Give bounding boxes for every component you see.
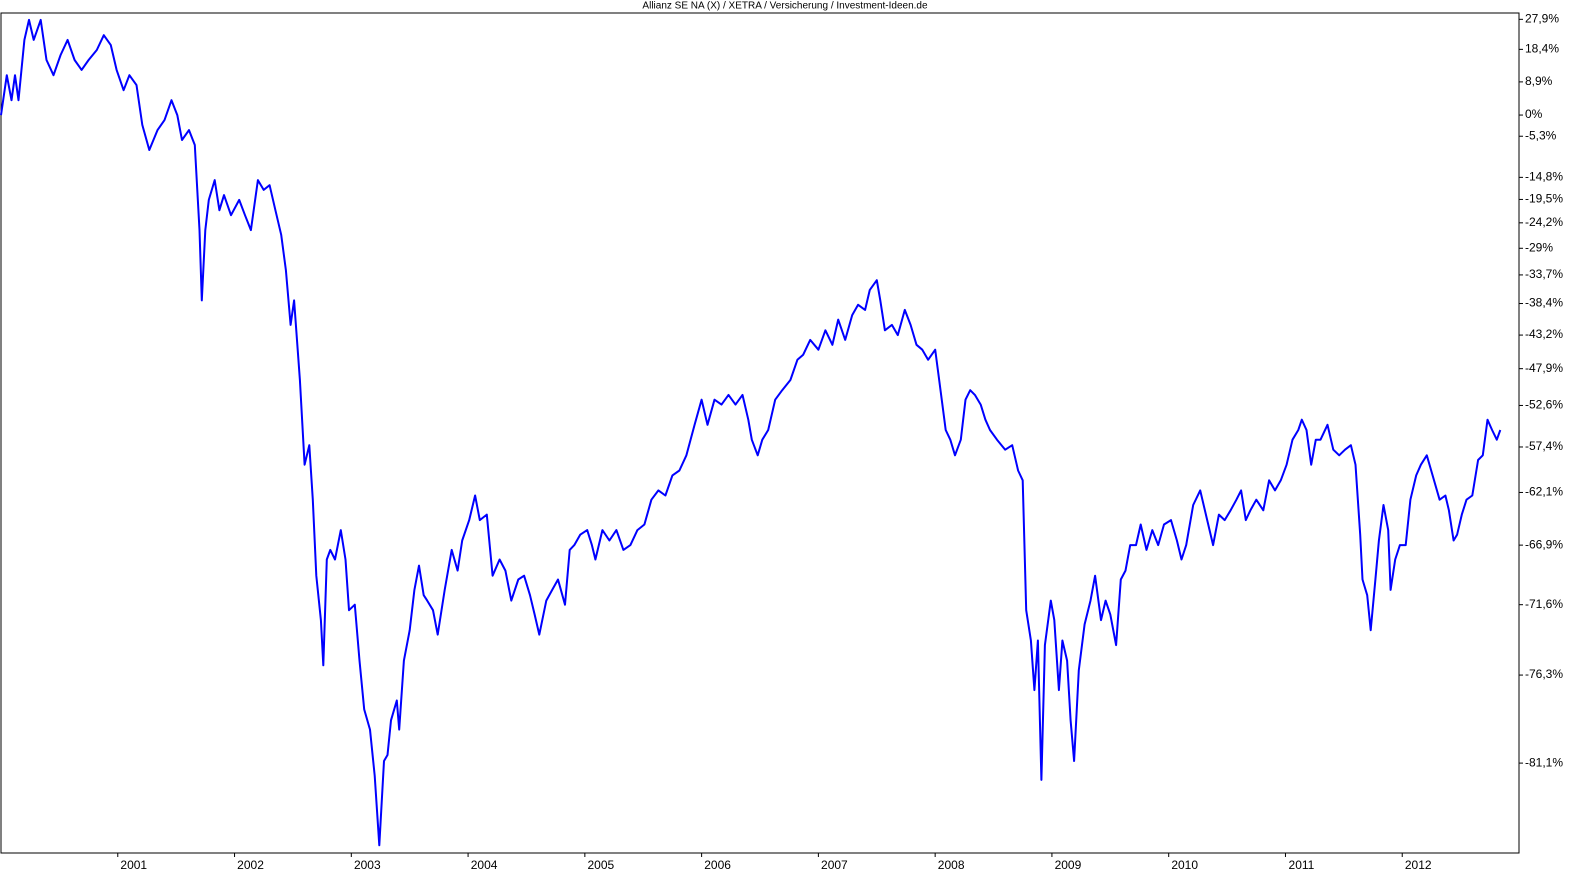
x-tick-label: 2007 (821, 858, 848, 872)
y-tick-label: 18,4% (1525, 42, 1559, 56)
x-tick-label: 2012 (1405, 858, 1432, 872)
x-tick-label: 2004 (471, 858, 498, 872)
y-tick-label: -47,9% (1525, 361, 1563, 375)
y-tick-label: -5,3% (1525, 128, 1557, 142)
x-tick-label: 2003 (354, 858, 381, 872)
y-tick-label: 0% (1525, 107, 1543, 121)
y-tick-label: 8,9% (1525, 74, 1553, 88)
y-tick-label: -66,9% (1525, 537, 1563, 551)
y-tick-label: -57,4% (1525, 439, 1563, 453)
x-tick-label: 2002 (237, 858, 264, 872)
y-tick-label: -14,8% (1525, 170, 1563, 184)
y-tick-label: -76,3% (1525, 667, 1563, 681)
x-tick-label: 2008 (938, 858, 965, 872)
x-tick-label: 2005 (587, 858, 614, 872)
y-tick-label: -52,6% (1525, 398, 1563, 412)
x-tick-label: 2001 (120, 858, 147, 872)
y-tick-label: -62,1% (1525, 485, 1563, 499)
y-tick-label: 27,9% (1525, 12, 1559, 26)
x-tick-label: 2006 (704, 858, 731, 872)
y-tick-label: -43,2% (1525, 327, 1563, 341)
y-tick-label: -81,1% (1525, 755, 1563, 769)
y-tick-label: -19,5% (1525, 192, 1563, 206)
x-tick-label: 2009 (1055, 858, 1082, 872)
plot-frame (0, 12, 1520, 854)
y-tick-label: -33,7% (1525, 267, 1563, 281)
x-tick-label: 2010 (1171, 858, 1198, 872)
chart-title: Allianz SE NA (X) / XETRA / Versicherung… (642, 1, 928, 12)
price-line (0, 18, 1502, 847)
y-tick-label: -71,6% (1525, 597, 1563, 611)
x-tick-label: 2011 (1289, 858, 1315, 872)
y-tick-label: -29% (1525, 240, 1553, 254)
y-tick-label: -38,4% (1525, 296, 1563, 310)
y-tick-label: -24,2% (1525, 215, 1563, 229)
